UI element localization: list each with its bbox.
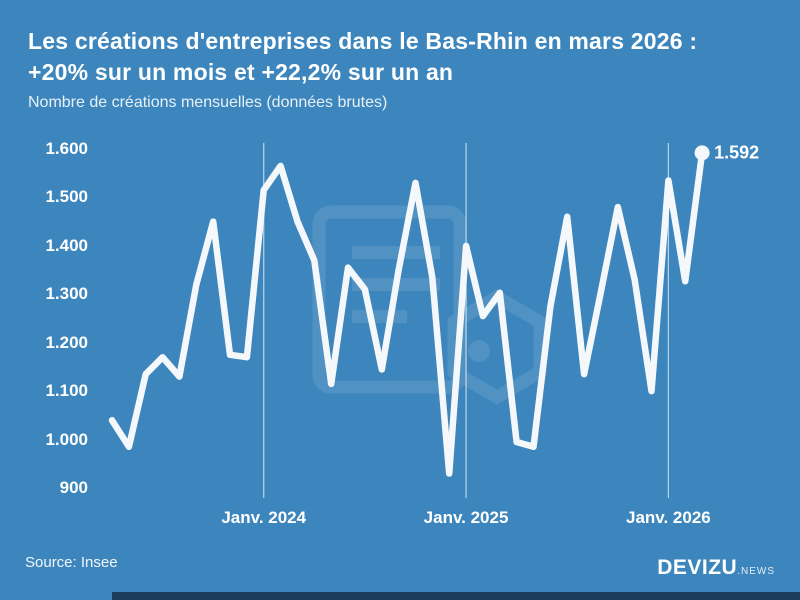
devizu-logo: DEVIZU .NEWS [657, 556, 775, 580]
devizu-logo-suffix: .NEWS [737, 566, 775, 577]
y-tick-label: 1.100 [45, 381, 88, 401]
y-tick-label: 1.000 [45, 429, 88, 449]
y-tick-label: 1.200 [45, 332, 88, 352]
x-tick-label: Janv. 2025 [423, 508, 509, 527]
last-point-marker [694, 145, 710, 161]
chart-title: Les créations d'entreprises dans le Bas-… [28, 26, 788, 88]
x-tick-label: Janv. 2026 [625, 508, 711, 527]
bottom-bar [112, 592, 800, 600]
devizu-logo-main: DEVIZU [657, 556, 738, 579]
data-line [108, 149, 706, 477]
y-tick-label: 1.600 [45, 139, 88, 158]
last-value-label: 1.592 [714, 142, 760, 163]
chart-title-line1: Les créations d'entreprises dans le Bas-… [28, 28, 698, 54]
y-tick-label: 1.500 [45, 187, 88, 207]
chart-title-line2: +20% sur un mois et +22,2% sur un an [28, 59, 454, 85]
y-tick-label: 1.300 [45, 284, 88, 304]
y-tick-label: 1.400 [45, 235, 88, 255]
chart-subtitle: Nombre de créations mensuelles (données … [28, 94, 388, 111]
y-tick-label: 900 [59, 478, 88, 497]
source-label: Source: Insee [25, 554, 118, 571]
x-tick-label: Janv. 2024 [221, 508, 307, 527]
